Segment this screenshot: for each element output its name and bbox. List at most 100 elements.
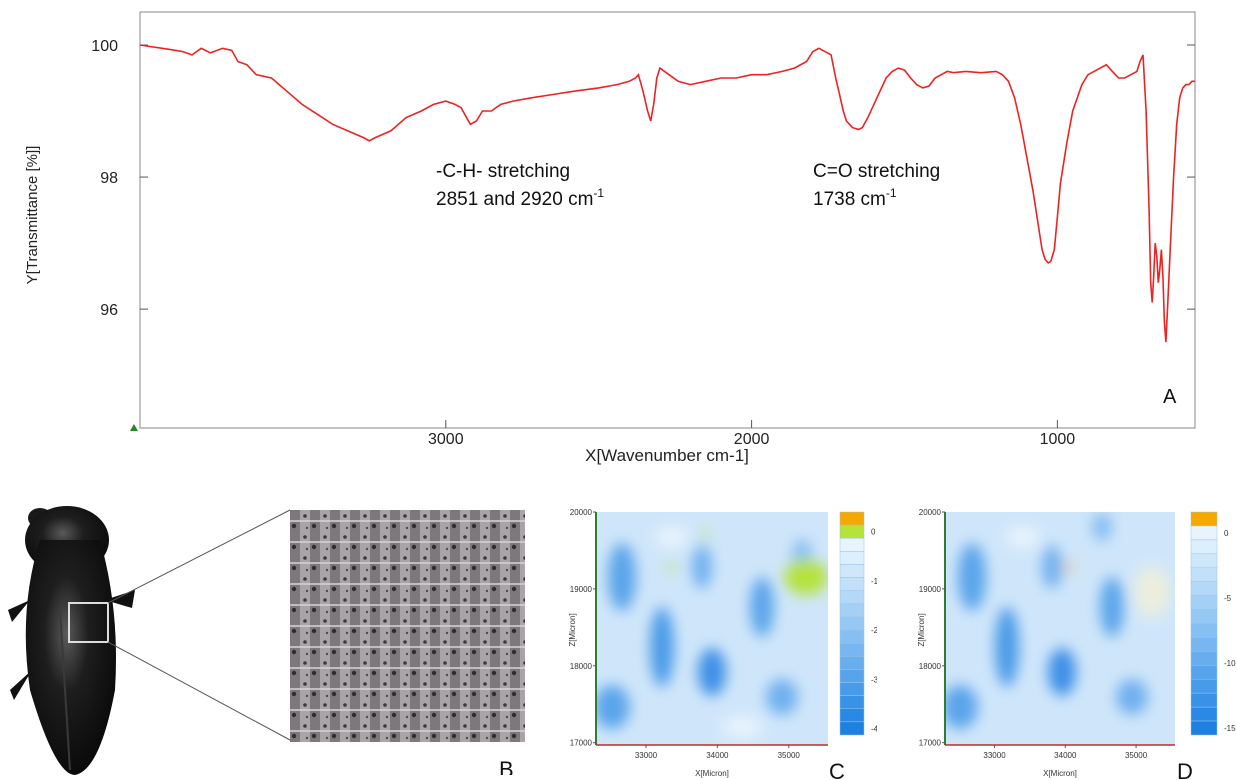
panel-label-c: C xyxy=(829,759,845,780)
ch-stretch-annotation-line1: -C-H- stretching xyxy=(436,161,570,182)
heatmap-d-y-label: Z[Micron] xyxy=(917,613,926,646)
transmittance-series-line xyxy=(139,44,1195,343)
x-tick-label: 33000 xyxy=(635,751,658,760)
ftir-spectrum-chart: 96 98 100 3000 2000 1000 Y[Transmittance [%]… xyxy=(24,11,1196,465)
y-tick-label: 17000 xyxy=(919,739,942,748)
y-tick-label: 98 xyxy=(100,170,118,187)
y-tick-label: 20000 xyxy=(570,508,593,517)
x-tick-label: 2000 xyxy=(734,431,770,448)
x-tick-label: 35000 xyxy=(1125,751,1148,760)
y-axis-ticks: 96 98 100 xyxy=(91,38,1195,319)
heatmap-d-colorbar xyxy=(1190,511,1218,736)
colorbar-swatch xyxy=(1190,651,1218,666)
beetle-photo-panel: B xyxy=(8,506,525,775)
colorbar-tick-label: -5 xyxy=(1224,594,1232,603)
colorbar-swatch xyxy=(1190,511,1218,527)
colorbar-swatch xyxy=(839,537,865,552)
zoom-region-box xyxy=(68,602,109,643)
colorbar-tick-label: 0 xyxy=(871,528,876,537)
colorbar-swatch xyxy=(1190,706,1218,722)
co-stretch-annotation-line1: C=O stretching xyxy=(813,161,940,182)
colorbar-swatch xyxy=(839,551,865,565)
colorbar-swatch xyxy=(1190,581,1218,596)
y-tick-label: 18000 xyxy=(919,662,942,671)
colorbar-swatch xyxy=(839,682,865,696)
colorbar-tick-label: -10 xyxy=(1224,659,1236,668)
x-axis-ticks: 3000 2000 1000 xyxy=(428,420,1075,448)
y-axis-label: Y[Transmittance [%]] xyxy=(24,146,41,285)
colorbar-tick-label: -15 xyxy=(1224,724,1236,733)
heatmap-d-y-ticks: 17000 18000 19000 20000 xyxy=(919,508,945,748)
zoom-connector-line xyxy=(107,641,291,741)
co-stretch-annotation-line2: 1738 cm-1 xyxy=(813,186,897,210)
heatmap-d-x-label: X[Micron] xyxy=(1043,769,1077,778)
colorbar-tick-label: 0 xyxy=(1224,529,1229,538)
colorbar-swatch xyxy=(839,511,865,526)
heatmap-d-colorbar-ticks: 0 -5 -10 -15 xyxy=(1224,529,1236,733)
colorbar-swatch xyxy=(839,642,865,657)
y-tick-label: 20000 xyxy=(919,508,942,517)
colorbar-swatch xyxy=(839,695,865,710)
x-tick-label: 33000 xyxy=(983,751,1006,760)
heatmap-c-field xyxy=(596,527,828,737)
colorbar-swatch xyxy=(839,524,865,539)
origin-marker-icon xyxy=(130,424,138,431)
y-tick-label: 100 xyxy=(91,38,118,55)
colorbar-swatch xyxy=(1190,553,1218,568)
colorbar-swatch xyxy=(1190,525,1218,541)
colorbar-swatch xyxy=(839,564,865,578)
heatmap-d-panel: 17000 18000 19000 20000 33000 34000 35000 Z[M… xyxy=(917,508,1236,780)
colorbar-swatch xyxy=(1190,720,1218,736)
plot-frame xyxy=(139,11,1196,429)
beetle-image xyxy=(8,506,135,775)
surface-micrograph xyxy=(290,510,525,742)
colorbar-swatch xyxy=(839,721,865,736)
colorbar-swatch xyxy=(1190,609,1218,624)
heatmap-c-x-label: X[Micron] xyxy=(695,769,729,778)
colorbar-swatch xyxy=(1190,679,1218,694)
colorbar-tick-label: -1 xyxy=(871,577,877,586)
heatmap-c-y-label: Z[Micron] xyxy=(568,613,577,646)
colorbar-swatch xyxy=(839,656,865,670)
panel-label-a: A xyxy=(1163,386,1177,408)
zoom-connector-line xyxy=(107,509,291,604)
x-tick-label: 34000 xyxy=(706,751,729,760)
heatmap-c-panel: 17000 18000 19000 20000 33000 34000 35000 Z[M… xyxy=(568,508,877,780)
x-tick-label: 34000 xyxy=(1054,751,1077,760)
colorbar-swatch xyxy=(1190,665,1218,680)
heatmap-c-y-ticks: 17000 18000 19000 20000 xyxy=(570,508,596,748)
colorbar-swatch xyxy=(839,616,865,631)
y-tick-label: 19000 xyxy=(570,585,593,594)
x-tick-label: 1000 xyxy=(1040,431,1076,448)
heatmap-c-x-ticks: 33000 34000 35000 xyxy=(635,745,801,760)
colorbar-swatch xyxy=(839,577,865,591)
colorbar-swatch xyxy=(839,708,865,723)
colorbar-swatch xyxy=(839,629,865,644)
heatmap-c-colorbar-ticks: 0 -1 -2 -3 -4 xyxy=(871,528,877,734)
colorbar-tick-label: -2 xyxy=(871,626,877,635)
heatmap-c-colorbar xyxy=(839,511,865,736)
colorbar-swatch xyxy=(839,603,865,618)
colorbar-swatch xyxy=(1190,567,1218,582)
heatmap-c-plot xyxy=(596,512,828,745)
panel-label-d: D xyxy=(1177,759,1193,780)
colorbar-swatch xyxy=(1190,539,1218,555)
colorbar-swatch xyxy=(839,669,865,683)
panel-label-b: B xyxy=(499,757,514,775)
ch-stretch-annotation-line2: 2851 and 2920 cm-1 xyxy=(436,186,604,210)
y-tick-label: 17000 xyxy=(570,739,593,748)
x-tick-label: 35000 xyxy=(778,751,801,760)
x-axis-label: X[Wavenumber cm-1] xyxy=(585,446,749,465)
y-tick-label: 96 xyxy=(100,302,118,319)
colorbar-swatch xyxy=(1190,595,1218,610)
y-tick-label: 18000 xyxy=(570,662,593,671)
colorbar-swatch xyxy=(1190,623,1218,638)
x-tick-label: 3000 xyxy=(428,431,464,448)
colorbar-tick-label: -4 xyxy=(871,724,877,733)
colorbar-swatch xyxy=(839,590,865,605)
y-tick-label: 19000 xyxy=(919,585,942,594)
heatmap-d-x-ticks: 33000 34000 35000 xyxy=(983,745,1148,760)
colorbar-tick-label: -3 xyxy=(871,675,877,684)
colorbar-swatch xyxy=(1190,692,1218,708)
heatmap-d-field xyxy=(945,513,1170,729)
